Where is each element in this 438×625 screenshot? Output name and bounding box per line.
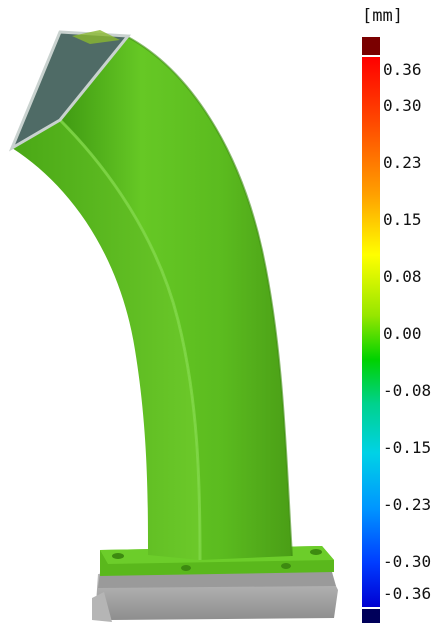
scale-max-swatch bbox=[362, 37, 380, 55]
color-scale bbox=[362, 37, 380, 623]
tube-edge bbox=[125, 35, 293, 557]
legend-tick: 0.15 bbox=[383, 210, 422, 229]
legend-tick: 0.08 bbox=[383, 267, 422, 286]
legend-tick: 0.36 bbox=[383, 60, 422, 79]
bolt-hole bbox=[181, 565, 191, 571]
legend-tick: -0.23 bbox=[383, 495, 432, 514]
tube-front-face bbox=[60, 36, 292, 560]
legend-unit-label: [mm] bbox=[362, 6, 403, 26]
legend-tick: 0.00 bbox=[383, 324, 422, 343]
legend-tick: -0.30 bbox=[383, 552, 432, 571]
tube-edge bbox=[58, 118, 202, 561]
bolt-hole bbox=[310, 549, 322, 555]
legend-tick: -0.08 bbox=[383, 381, 432, 400]
scale-min-swatch bbox=[362, 609, 380, 623]
tube-side-face bbox=[12, 120, 200, 560]
base-flange bbox=[92, 572, 338, 622]
legend-tick: -0.36 bbox=[383, 584, 432, 603]
legend-tick: 0.23 bbox=[383, 153, 422, 172]
bolt-hole bbox=[281, 563, 291, 569]
scale-gradient bbox=[362, 57, 380, 607]
legend-tick: 0.30 bbox=[383, 96, 422, 115]
bolt-hole bbox=[112, 553, 124, 559]
legend-tick: -0.15 bbox=[383, 438, 432, 457]
